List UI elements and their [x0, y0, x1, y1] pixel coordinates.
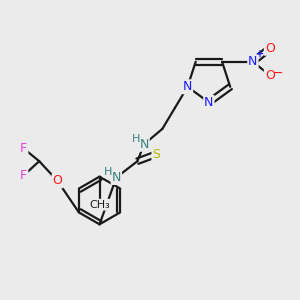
Text: H: H [104, 167, 112, 177]
Text: N: N [248, 55, 258, 68]
Text: −: − [272, 67, 283, 80]
Text: O: O [265, 42, 275, 55]
Text: O: O [265, 69, 275, 82]
Text: N: N [183, 80, 192, 93]
Text: N: N [112, 171, 121, 184]
Text: +: + [256, 49, 264, 59]
Text: N: N [140, 138, 149, 151]
Text: H: H [131, 134, 140, 144]
Text: CH₃: CH₃ [89, 200, 110, 210]
Text: N: N [204, 96, 214, 109]
Text: F: F [20, 142, 27, 155]
Text: S: S [152, 148, 160, 161]
Text: F: F [20, 169, 27, 182]
Text: O: O [52, 174, 62, 187]
